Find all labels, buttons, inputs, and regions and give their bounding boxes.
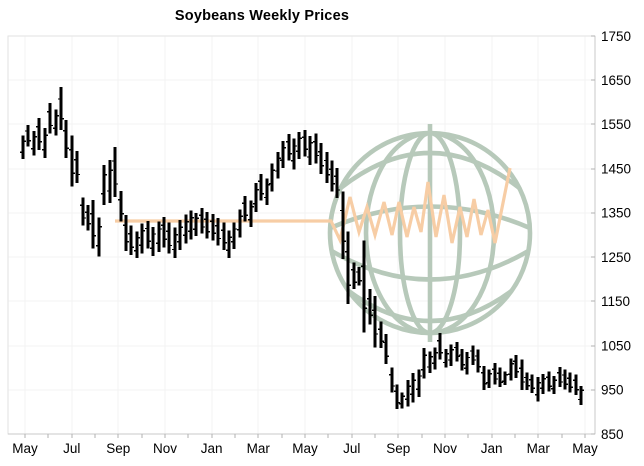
x-axis-tick-label: Jan <box>201 441 223 456</box>
globe-watermark-icon <box>327 124 533 342</box>
page-title: Soybeans Weekly Prices <box>174 8 350 24</box>
x-axis-tick-label: Jul <box>343 441 360 456</box>
x-axis-tick-label: Jan <box>481 441 503 456</box>
x-axis-tick-label: May <box>12 441 38 456</box>
y-axis-tick-label: 1550 <box>601 117 631 132</box>
x-axis-tick-label: Sep <box>386 441 410 456</box>
axis-ticks <box>24 35 595 438</box>
y-axis-tick-label: 1150 <box>601 294 630 309</box>
x-axis-labels: May Jul Sep Nov Jan Mar May Jul Sep Nov Jan Mar May <box>12 441 598 456</box>
x-axis-tick-label: Jul <box>63 441 80 456</box>
y-axis-tick-label: 1650 <box>601 73 631 88</box>
y-axis-tick-label: 950 <box>601 383 624 398</box>
plot-frame <box>7 35 596 435</box>
x-axis-tick-label: Nov <box>433 441 457 456</box>
x-axis-tick-label: May <box>572 441 598 456</box>
y-axis-tick-label: 850 <box>601 427 624 442</box>
gridlines <box>8 36 595 434</box>
watermark-zigzag-line <box>115 167 512 245</box>
x-axis-tick-label: Nov <box>153 441 177 456</box>
x-axis-tick-label: Mar <box>527 441 551 456</box>
y-axis-tick-label: 1050 <box>601 338 631 353</box>
y-axis-tick-label: 1450 <box>601 162 631 177</box>
y-axis-tick-label: 1250 <box>601 250 631 265</box>
x-axis-tick-label: Sep <box>106 441 130 456</box>
price-bars <box>20 86 585 410</box>
x-axis-tick-label: Mar <box>247 441 271 456</box>
y-axis-tick-label: 1350 <box>601 206 631 221</box>
x-axis-tick-label: May <box>292 441 318 456</box>
y-axis-labels: 1750 1650 1550 1450 1350 1250 1150 1050 950 850 <box>601 29 631 442</box>
y-axis-tick-label: 1750 <box>601 29 631 44</box>
